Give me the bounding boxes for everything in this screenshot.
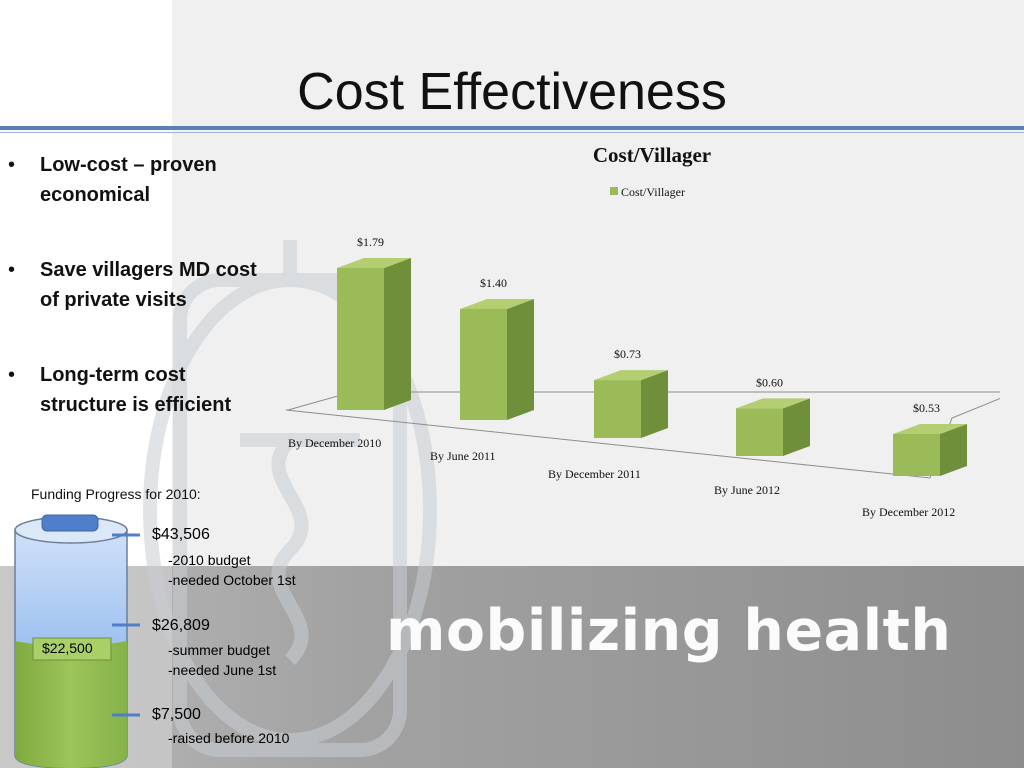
legend-swatch: [610, 187, 618, 195]
tank-cap: [41, 514, 99, 532]
note-line: -raised before 2010: [168, 730, 290, 746]
funding-tank: [14, 514, 140, 768]
bullet-list: • Low-cost – proven economical • Save vi…: [8, 150, 298, 465]
data-label: $0.60: [756, 375, 783, 389]
category-label: By December 2012: [862, 505, 955, 519]
phone-watermark-icon: [143, 240, 437, 757]
bar: [736, 408, 783, 456]
bar: [337, 268, 384, 410]
data-label: $0.53: [913, 401, 940, 415]
bullet-text: Save villagers MD cost: [40, 259, 257, 281]
bullet-text: structure is efficient: [40, 394, 232, 416]
marker-amount: $43,506: [152, 526, 210, 543]
bar-side: [641, 370, 668, 438]
current-amount: $22,500: [42, 640, 93, 656]
note-line: -summer budget: [168, 642, 270, 658]
bullet-text: of private visits: [40, 289, 187, 311]
tank-fill: [15, 641, 127, 768]
bullet-text: Long-term cost: [40, 364, 186, 386]
bullet-marker: •: [8, 259, 16, 281]
note-line: -needed June 1st: [168, 662, 277, 678]
bullet-marker: •: [8, 364, 16, 386]
bar: [460, 308, 507, 420]
current-amount-box: [32, 637, 112, 661]
slide-title: Cost Effectiveness: [297, 63, 727, 121]
title-rule-thin: [0, 132, 1024, 133]
bar-side: [940, 423, 967, 476]
bar: [893, 433, 940, 476]
bar-top: [594, 370, 668, 381]
bar-top: [460, 298, 534, 309]
marker-note: -raised before 2010: [168, 728, 289, 748]
note-line: -needed October 1st: [168, 572, 296, 588]
bullet-marker: •: [8, 154, 16, 176]
legend-label: Cost/Villager: [621, 185, 685, 199]
category-label: By June 2011: [430, 449, 496, 463]
bullet-text: economical: [40, 184, 151, 206]
category-label: By June 2012: [714, 483, 780, 497]
bullet-text: Low-cost – proven: [40, 154, 217, 176]
marker-note: -2010 budget -needed October 1st: [168, 550, 296, 590]
marker-note: -summer budget -needed June 1st: [168, 640, 276, 680]
funding-label: Funding Progress for 2010:: [31, 486, 201, 502]
data-label: $1.79: [357, 235, 384, 249]
bullet-item: • Low-cost – proven economical: [8, 150, 298, 210]
bullet-item: • Long-term cost structure is efficient: [8, 360, 298, 420]
bullet-item: • Save villagers MD cost of private visi…: [8, 255, 298, 315]
title-rule: [0, 126, 1024, 130]
chart-title: Cost/Villager: [593, 143, 711, 167]
bar-top: [736, 398, 810, 409]
category-label: By December 2010: [288, 436, 381, 450]
bar-side: [507, 298, 534, 420]
note-line: -2010 budget: [168, 552, 251, 568]
data-label: $0.73: [614, 347, 641, 361]
category-label: By December 2011: [548, 467, 641, 481]
bar-top: [337, 258, 411, 268]
bar-side: [384, 258, 411, 410]
bar-top: [893, 423, 967, 434]
data-label: $1.40: [480, 276, 507, 290]
brand-wordmark: mobilizing health: [386, 598, 952, 664]
marker-amount: $26,809: [152, 617, 210, 634]
bar: [594, 380, 641, 438]
cost-per-villager-chart: Cost/Villager Cost/Villager $1.79 By Dece…: [285, 143, 1000, 519]
marker-amount: $7,500: [152, 706, 201, 723]
bar-side: [783, 398, 810, 456]
